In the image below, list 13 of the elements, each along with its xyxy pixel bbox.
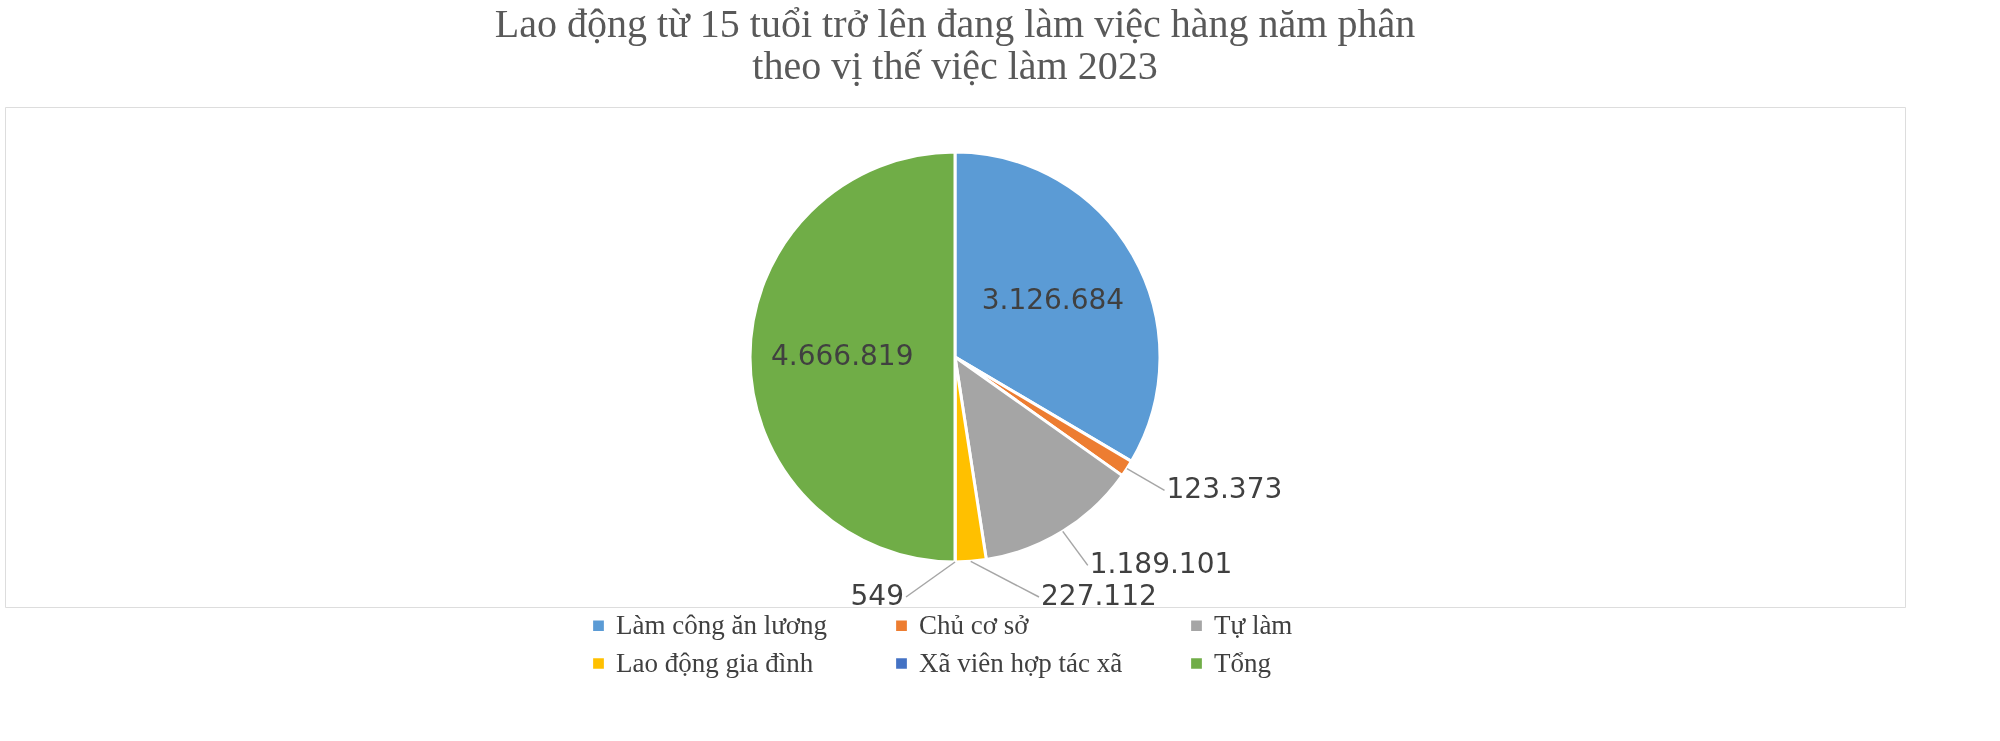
data-label: 4.666.819 bbox=[770, 339, 914, 372]
data-label: 549 bbox=[850, 579, 904, 612]
legend-label: Tự làm bbox=[1214, 609, 1293, 640]
text: Lao động từ 15 tuổi trở lên đang làm việc hàng năm phân bbox=[494, 1, 1416, 46]
legend-label: Tổng bbox=[1214, 647, 1271, 678]
legend-label: Xã viên hợp tác xã bbox=[919, 647, 1123, 678]
legend-label: Làm công ăn lương bbox=[616, 609, 828, 640]
legend-label: Lao động gia đình bbox=[616, 647, 814, 678]
data-label: 3.126.684 bbox=[981, 283, 1125, 317]
data-label: 227.112 bbox=[1041, 579, 1157, 612]
legend-label: Chủ cơ sở bbox=[919, 609, 1030, 640]
data-label: 1.189.101 bbox=[1089, 547, 1233, 581]
data-label: 123.373 bbox=[1166, 472, 1283, 506]
